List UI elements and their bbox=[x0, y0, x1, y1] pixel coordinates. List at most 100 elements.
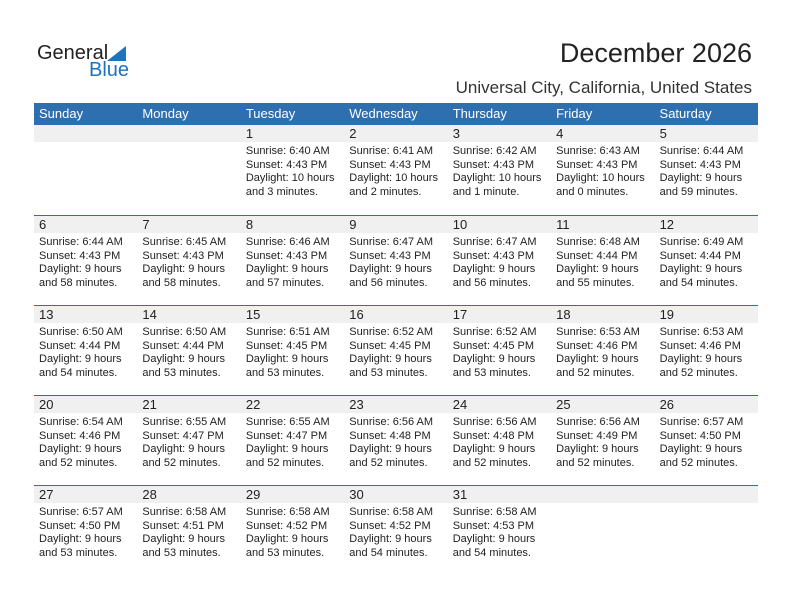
day-cell: 23 Sunrise: 6:56 AM Sunset: 4:48 PM Dayligh… bbox=[344, 396, 447, 484]
daylight-minutes-text: and 54 minutes. bbox=[349, 546, 428, 559]
sunrise-text: Sunrise: 6:40 AM bbox=[245, 145, 330, 157]
sunrise-text: Sunrise: 6:56 AM bbox=[556, 416, 640, 428]
day-number: 11 bbox=[556, 217, 570, 232]
sunrise-text: Sunrise: 6:56 AM bbox=[452, 416, 537, 428]
daylight-minutes-text: and 54 minutes. bbox=[452, 546, 531, 559]
daylight-text: Daylight: 9 hours bbox=[556, 443, 639, 455]
day-cell: 25 Sunrise: 6:56 AM Sunset: 4:49 PM Dayligh… bbox=[551, 396, 654, 484]
sunrise-text: Sunrise: 6:57 AM bbox=[39, 506, 123, 518]
logo-text-blue: Blue bbox=[89, 59, 130, 81]
sunrise-text: Sunrise: 6:44 AM bbox=[659, 145, 744, 157]
day-cell: 28 Sunrise: 6:58 AM Sunset: 4:51 PM Dayligh… bbox=[137, 486, 240, 574]
day-number: 27 bbox=[39, 487, 54, 502]
sunrise-text: Sunrise: 6:54 AM bbox=[39, 416, 123, 428]
daylight-minutes-text: and 56 minutes. bbox=[452, 276, 531, 289]
daylight-text: Daylight: 10 hours bbox=[349, 172, 438, 184]
daylight-text: Daylight: 9 hours bbox=[556, 353, 639, 365]
sunset-text: Sunset: 4:50 PM bbox=[659, 429, 741, 442]
daylight-text: Daylight: 10 hours bbox=[556, 172, 645, 184]
logo-text-general: General bbox=[37, 42, 109, 64]
day-cell: 15 Sunrise: 6:51 AM Sunset: 4:45 PM Dayligh… bbox=[241, 306, 344, 394]
day-number: 29 bbox=[245, 487, 261, 502]
daylight-minutes-text: and 53 minutes. bbox=[39, 546, 118, 559]
daylight-minutes-text: and 53 minutes. bbox=[245, 546, 325, 559]
daylight-text: Daylight: 9 hours bbox=[142, 443, 225, 455]
daylight-text: Daylight: 9 hours bbox=[39, 443, 122, 455]
date-band bbox=[34, 216, 758, 233]
sunrise-text: Sunrise: 6:53 AM bbox=[659, 326, 744, 338]
sunset-text: Sunset: 4:45 PM bbox=[245, 339, 328, 352]
day-number: 14 bbox=[142, 307, 157, 322]
sunrise-text: Sunrise: 6:46 AM bbox=[245, 236, 330, 248]
weekday-header: Sunday Monday Tuesday Wednesday Thursday… bbox=[34, 103, 758, 125]
day-cell: 9 Sunrise: 6:47 AM Sunset: 4:43 PM Daylight… bbox=[344, 216, 447, 304]
daylight-minutes-text: and 57 minutes. bbox=[245, 276, 325, 289]
daylight-text: Daylight: 9 hours bbox=[142, 533, 225, 545]
daylight-text: Daylight: 10 hours bbox=[452, 172, 542, 184]
sunrise-text: Sunrise: 6:51 AM bbox=[245, 326, 330, 338]
week-row: 27 Sunrise: 6:57 AM Sunset: 4:50 PM Dayligh… bbox=[34, 485, 758, 576]
day-number: 25 bbox=[556, 397, 571, 412]
day-cell: 4 Sunrise: 6:43 AM Sunset: 4:43 PM Daylight… bbox=[551, 125, 654, 213]
sunset-text: Sunset: 4:43 PM bbox=[245, 249, 328, 262]
daylight-minutes-text: and 53 minutes. bbox=[142, 366, 221, 379]
day-cell: 29 Sunrise: 6:58 AM Sunset: 4:52 PM Dayligh… bbox=[241, 486, 344, 574]
daylight-minutes-text: and 52 minutes. bbox=[659, 456, 738, 469]
sunset-text: Sunset: 4:44 PM bbox=[556, 249, 638, 262]
daylight-text: Daylight: 9 hours bbox=[39, 353, 122, 365]
day-cell: 10 Sunrise: 6:47 AM Sunset: 4:43 PM Dayligh… bbox=[448, 216, 551, 304]
day-number: 28 bbox=[142, 487, 157, 502]
sunset-text: Sunset: 4:52 PM bbox=[349, 519, 431, 532]
daylight-text: Daylight: 9 hours bbox=[349, 443, 432, 455]
day-number: 17 bbox=[452, 307, 468, 322]
daylight-minutes-text: and 55 minutes. bbox=[556, 276, 635, 289]
day-number: 16 bbox=[349, 307, 364, 322]
date-band bbox=[34, 396, 758, 413]
logo-triangle-icon bbox=[107, 46, 126, 61]
sunset-text: Sunset: 4:44 PM bbox=[142, 339, 224, 352]
day-number: 5 bbox=[659, 126, 667, 141]
day-cell: 11 Sunrise: 6:48 AM Sunset: 4:44 PM Dayligh… bbox=[551, 216, 654, 304]
sunset-text: Sunset: 4:43 PM bbox=[452, 249, 535, 262]
weekday-friday: Friday bbox=[556, 106, 593, 121]
sunset-text: Sunset: 4:45 PM bbox=[349, 339, 431, 352]
day-number: 15 bbox=[245, 307, 261, 322]
day-number: 4 bbox=[556, 126, 564, 141]
daylight-text: Daylight: 10 hours bbox=[245, 172, 335, 184]
day-cell: 19 Sunrise: 6:53 AM Sunset: 4:46 PM Dayligh… bbox=[655, 306, 758, 394]
day-cell: 30 Sunrise: 6:58 AM Sunset: 4:52 PM Dayligh… bbox=[344, 486, 447, 574]
sunset-text: Sunset: 4:43 PM bbox=[556, 158, 638, 171]
day-number: 24 bbox=[452, 397, 468, 412]
day-number: 21 bbox=[142, 397, 157, 412]
daylight-text: Daylight: 9 hours bbox=[659, 353, 743, 365]
sunrise-text: Sunrise: 6:58 AM bbox=[349, 506, 434, 518]
day-number: 3 bbox=[452, 126, 460, 141]
day-cell: 5 Sunrise: 6:44 AM Sunset: 4:43 PM Daylight… bbox=[655, 125, 758, 213]
daylight-text: Daylight: 9 hours bbox=[245, 263, 329, 275]
week-row: 13 Sunrise: 6:50 AM Sunset: 4:44 PM Dayligh… bbox=[34, 305, 758, 396]
daylight-text: Daylight: 9 hours bbox=[452, 353, 536, 365]
day-cell: 14 Sunrise: 6:50 AM Sunset: 4:44 PM Dayligh… bbox=[137, 306, 240, 394]
daylight-text: Daylight: 9 hours bbox=[349, 263, 432, 275]
daylight-text: Daylight: 9 hours bbox=[245, 353, 329, 365]
day-cell: 26 Sunrise: 6:57 AM Sunset: 4:50 PM Dayligh… bbox=[655, 396, 758, 484]
sunset-text: Sunset: 4:45 PM bbox=[452, 339, 535, 352]
week-row: 6 Sunrise: 6:44 AM Sunset: 4:43 PM Daylight… bbox=[34, 215, 758, 306]
date-band bbox=[34, 306, 758, 323]
sunrise-text: Sunrise: 6:52 AM bbox=[452, 326, 537, 338]
sunrise-text: Sunrise: 6:56 AM bbox=[349, 416, 434, 428]
sunrise-text: Sunrise: 6:53 AM bbox=[556, 326, 640, 338]
weekday-thursday: Thursday bbox=[452, 106, 507, 121]
sunrise-text: Sunrise: 6:50 AM bbox=[142, 326, 227, 338]
day-number: 26 bbox=[659, 397, 675, 412]
day-number: 19 bbox=[659, 307, 675, 322]
sunrise-text: Sunrise: 6:41 AM bbox=[349, 145, 434, 157]
daylight-text: Daylight: 9 hours bbox=[349, 353, 432, 365]
sunrise-text: Sunrise: 6:42 AM bbox=[452, 145, 537, 157]
sunset-text: Sunset: 4:44 PM bbox=[39, 339, 121, 352]
sunset-text: Sunset: 4:52 PM bbox=[245, 519, 328, 532]
weekday-wednesday: Wednesday bbox=[349, 106, 418, 121]
date-band bbox=[34, 486, 758, 503]
day-cell: 22 Sunrise: 6:55 AM Sunset: 4:47 PM Dayligh… bbox=[241, 396, 344, 484]
sunset-text: Sunset: 4:47 PM bbox=[142, 429, 224, 442]
